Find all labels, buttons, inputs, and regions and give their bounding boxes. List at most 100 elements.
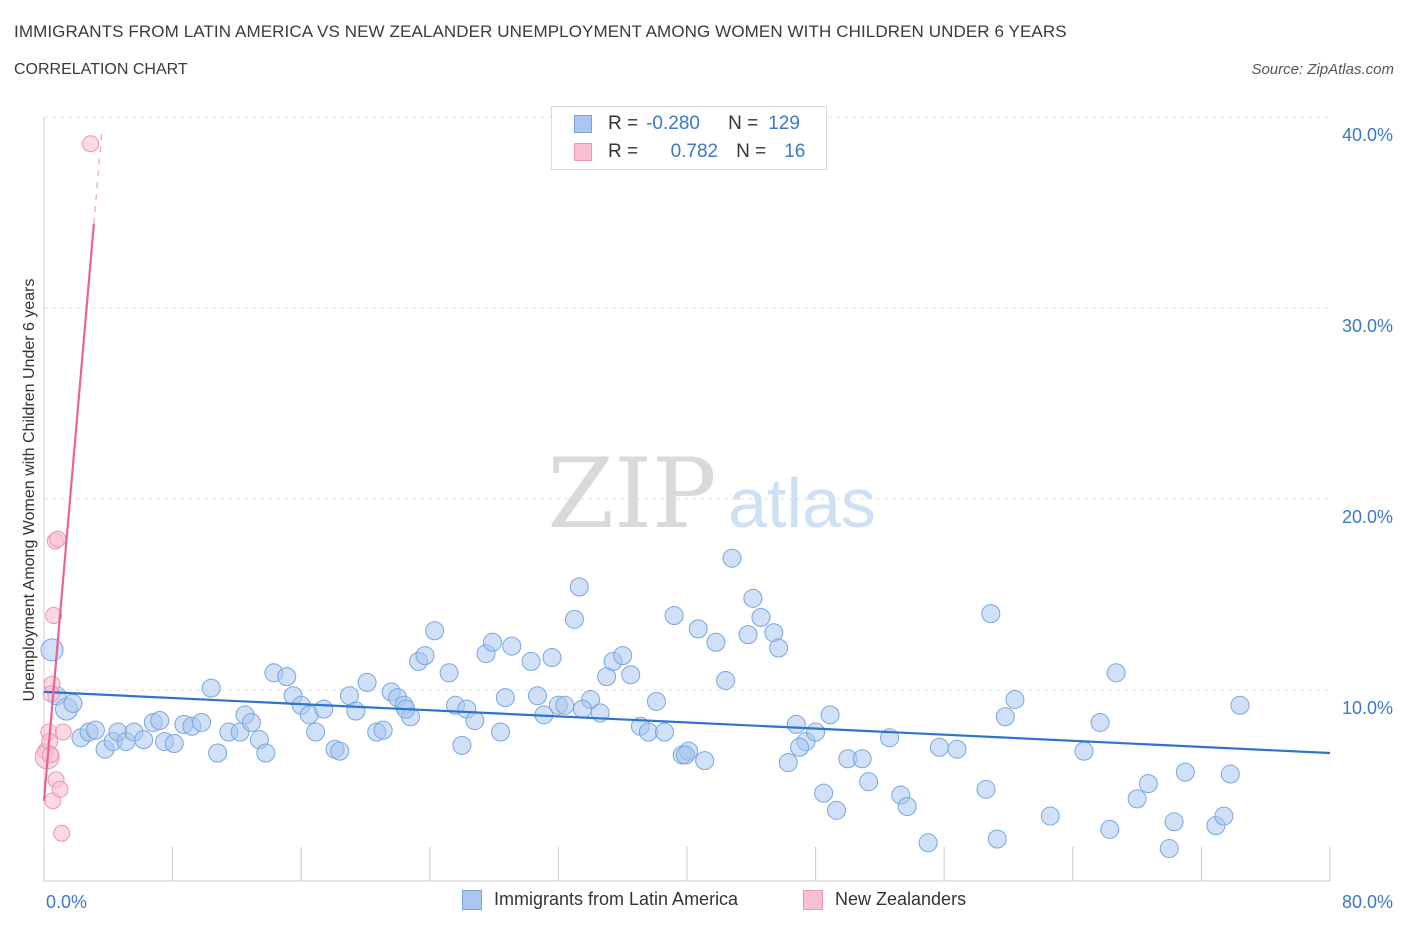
point-latin-america	[786, 714, 806, 734]
point-latin-america	[675, 745, 695, 765]
point-latin-america	[947, 739, 967, 759]
point-latin-america	[852, 749, 872, 769]
y-axis-label: Unemployment Among Women with Children U…	[21, 278, 38, 702]
point-latin-america	[521, 651, 541, 671]
legend-swatch-pink	[574, 143, 592, 161]
correlation-legend: R = -0.280 N = 129 R = 0.782 N = 16	[551, 106, 827, 170]
point-latin-america	[769, 638, 789, 658]
point-new-zealanders	[53, 824, 71, 842]
point-latin-america	[482, 632, 502, 652]
point-latin-america	[452, 735, 472, 755]
point-latin-america	[688, 619, 708, 639]
point-latin-america	[806, 722, 826, 742]
point-latin-america	[502, 636, 522, 656]
point-latin-america	[306, 722, 326, 742]
point-latin-america	[1100, 819, 1120, 839]
tick-labels: 10.0% 20.0% 30.0% 40.0% 0.0% 80.0%	[46, 125, 1393, 912]
point-latin-america	[555, 695, 575, 715]
bottom-legend-latin-america: Immigrants from Latin America	[462, 889, 738, 910]
bottom-legend-label: Immigrants from Latin America	[494, 889, 739, 909]
point-new-zealanders	[45, 607, 63, 625]
watermark: ZIP atlas	[547, 438, 876, 550]
trend-lines	[42, 130, 1331, 801]
chart-title: IMMIGRANTS FROM LATIN AMERICA VS NEW ZEA…	[14, 22, 1067, 41]
point-latin-america	[859, 772, 879, 792]
point-latin-america	[314, 699, 334, 719]
point-latin-america	[1074, 741, 1094, 761]
point-latin-america	[929, 737, 949, 757]
point-new-zealanders	[82, 135, 100, 153]
point-latin-america	[241, 712, 261, 732]
point-latin-america	[743, 588, 763, 608]
point-latin-america	[995, 707, 1015, 727]
y-tick-label: 20.0%	[1342, 507, 1393, 527]
point-latin-america	[826, 800, 846, 820]
point-latin-america	[40, 638, 64, 662]
legend-swatch-blue	[574, 115, 592, 133]
point-latin-america	[564, 609, 584, 629]
point-latin-america	[569, 577, 589, 597]
point-latin-america	[706, 632, 726, 652]
point-latin-america	[415, 646, 435, 666]
legend-r-value: 0.782	[670, 141, 719, 162]
watermark-zip: ZIP	[547, 438, 716, 550]
point-latin-america	[1090, 712, 1110, 732]
point-latin-america	[495, 688, 515, 708]
point-latin-america	[425, 621, 445, 641]
point-new-zealanders	[42, 685, 60, 703]
point-latin-america	[277, 667, 297, 687]
point-latin-america	[542, 648, 562, 668]
point-latin-america	[646, 691, 666, 711]
legend-n-label: N =	[736, 141, 767, 162]
point-latin-america	[987, 829, 1007, 849]
point-latin-america	[695, 751, 715, 771]
point-latin-america	[150, 711, 170, 731]
point-latin-america	[976, 779, 996, 799]
trend-extension-new-zealanders	[93, 130, 103, 225]
point-latin-america	[981, 604, 1001, 624]
legend-n-label: N =	[728, 113, 759, 134]
point-latin-america	[439, 663, 459, 683]
point-latin-america	[63, 693, 83, 713]
point-latin-america	[613, 646, 633, 666]
point-latin-america	[738, 625, 758, 645]
point-latin-america	[192, 712, 212, 732]
series-new-zealanders	[34, 135, 100, 842]
point-latin-america	[256, 743, 276, 763]
legend-row-latin-america: R = -0.280 N = 129	[574, 111, 800, 137]
point-new-zealanders	[54, 723, 72, 741]
point-latin-america	[664, 606, 684, 626]
point-latin-america	[465, 711, 485, 731]
point-latin-america	[201, 678, 221, 698]
point-latin-america	[1214, 806, 1234, 826]
point-new-zealanders	[49, 530, 67, 548]
x-tick-label: 80.0%	[1342, 892, 1393, 912]
point-latin-america	[1220, 764, 1240, 784]
point-latin-america	[897, 797, 917, 817]
point-latin-america	[85, 720, 105, 740]
legend-row-new-zealanders: R = 0.782 N = 16	[574, 139, 805, 165]
point-latin-america	[573, 699, 593, 719]
legend-r-value: -0.280	[646, 113, 700, 134]
point-latin-america	[1040, 806, 1060, 826]
point-latin-america	[491, 722, 511, 742]
point-latin-america	[820, 705, 840, 725]
source-credit: Source: ZipAtlas.com	[1251, 61, 1394, 78]
y-tick-label: 10.0%	[1342, 698, 1393, 718]
point-new-zealanders	[41, 746, 59, 764]
point-latin-america	[654, 722, 674, 742]
point-latin-america	[346, 701, 366, 721]
point-latin-america	[528, 686, 548, 706]
point-latin-america	[1138, 774, 1158, 794]
chart-subtitle: CORRELATION CHART	[14, 61, 188, 78]
point-latin-america	[918, 833, 938, 853]
point-latin-america	[778, 753, 798, 773]
x-tick-label: 0.0%	[46, 892, 87, 912]
bottom-legend-swatch-pink	[803, 889, 823, 910]
point-latin-america	[373, 720, 393, 740]
series-latin-america	[40, 548, 1250, 859]
point-latin-america	[1159, 839, 1179, 859]
point-latin-america	[164, 733, 184, 753]
point-latin-america	[716, 670, 736, 690]
